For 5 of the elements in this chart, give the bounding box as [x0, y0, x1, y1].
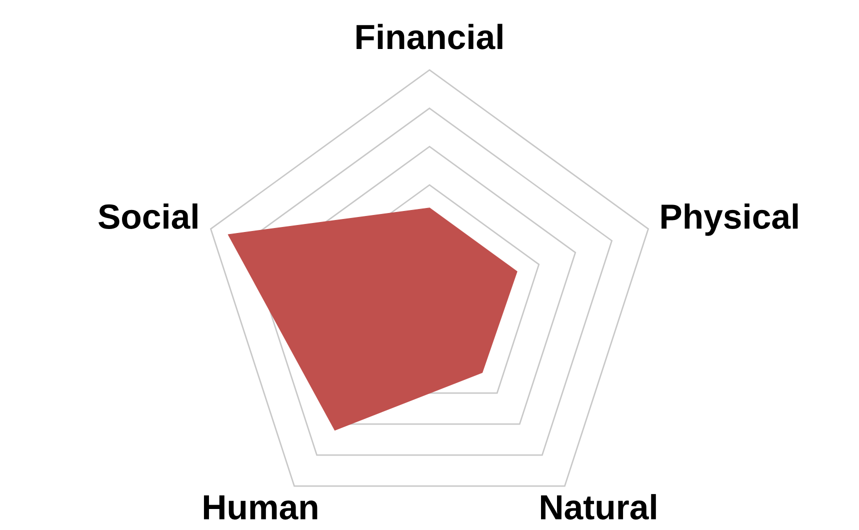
spoke-label: Financial [356, 24, 502, 50]
spoke-label: Natural [541, 494, 656, 520]
spoke-label: Physical [662, 203, 798, 236]
spoke-label: Social [98, 203, 198, 229]
spoke-label: Human [204, 495, 318, 520]
